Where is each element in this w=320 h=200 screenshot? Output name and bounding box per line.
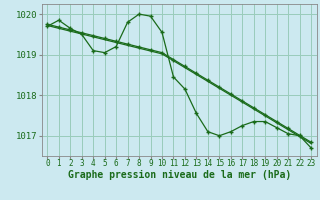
- X-axis label: Graphe pression niveau de la mer (hPa): Graphe pression niveau de la mer (hPa): [68, 170, 291, 180]
